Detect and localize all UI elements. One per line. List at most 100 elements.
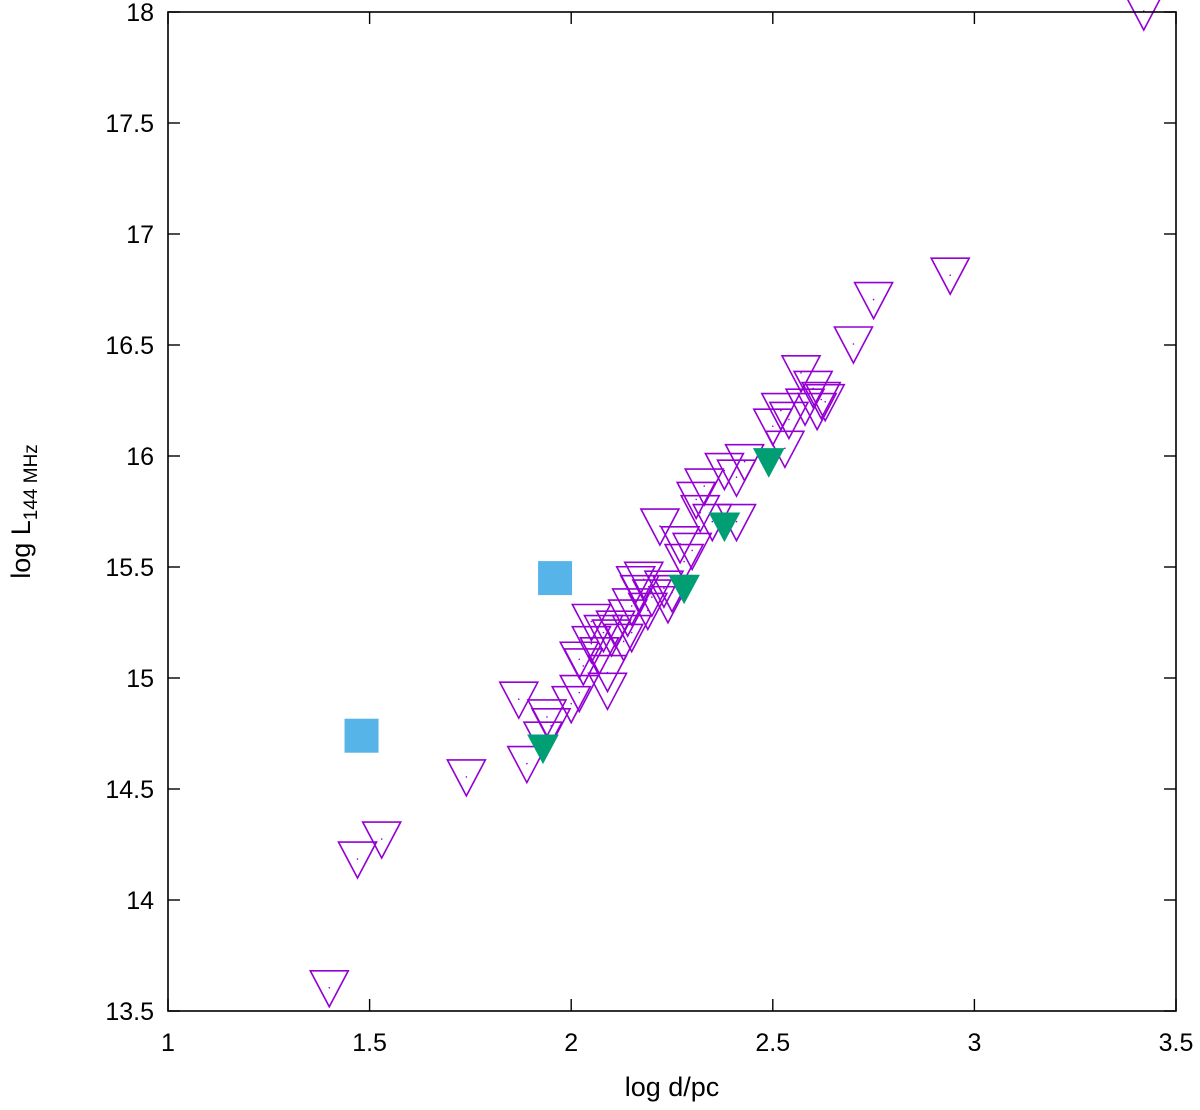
open-triangle-marker — [760, 392, 802, 432]
marker-center-dot — [824, 400, 827, 403]
open-triangle-marker — [583, 614, 624, 654]
filled-triangle-marker — [752, 448, 785, 478]
filled-triangle-marker — [668, 574, 700, 605]
open-triangle-marker — [611, 614, 653, 654]
marker-center-dot — [671, 591, 673, 594]
y-tick-label: 17 — [126, 221, 154, 249]
marker-center-dot — [735, 520, 738, 523]
data-points — [308, 0, 1161, 1009]
open-triangle-marker — [550, 685, 592, 725]
open-triangle-marker — [361, 821, 403, 860]
marker-center-dot — [780, 409, 782, 412]
filled-square-marker — [344, 718, 379, 753]
y-tick-label: 16 — [126, 443, 154, 471]
marker-center-dot — [651, 596, 653, 598]
open-triangle-marker — [647, 585, 689, 625]
marker-center-dot — [465, 776, 468, 778]
marker-center-dot — [606, 689, 609, 692]
open-triangle-marker — [571, 603, 612, 643]
x-tick-label: 3 — [967, 1029, 981, 1057]
marker-center-dot — [683, 560, 685, 563]
marker-center-dot — [546, 716, 548, 718]
open-triangle-marker — [595, 610, 636, 649]
open-triangle-marker — [627, 592, 669, 632]
open-triangle-marker — [780, 355, 822, 394]
y-tick-label: 14 — [126, 887, 154, 915]
y-tick-label: 15.5 — [105, 554, 154, 582]
open-triangle-marker — [796, 392, 838, 432]
open-triangle-marker — [792, 370, 834, 410]
open-triangle-marker — [704, 452, 745, 492]
open-triangle-marker — [853, 281, 894, 321]
open-triangle-marker — [607, 599, 648, 638]
marker-center-dot — [622, 640, 625, 643]
open-triangle-marker — [611, 588, 653, 627]
marker-center-dot — [663, 587, 665, 589]
marker-center-dot — [570, 702, 572, 705]
open-triangle-marker — [671, 532, 713, 572]
y-axis-title: log L144 MHz — [6, 444, 42, 579]
marker-center-dot — [630, 605, 633, 607]
open-triangle-marker — [558, 674, 600, 714]
marker-center-dot — [711, 520, 714, 523]
marker-center-dot — [735, 476, 738, 479]
open-triangle-marker — [308, 969, 350, 1009]
open-triangle-marker — [929, 257, 971, 296]
open-triangle-marker — [631, 579, 673, 618]
marker-center-dot — [872, 298, 875, 301]
filled-triangle-marker — [708, 512, 741, 543]
marker-center-dot — [691, 549, 693, 552]
open-triangle-marker — [768, 401, 810, 441]
open-triangle-marker — [724, 443, 765, 483]
marker-center-dot — [788, 418, 790, 421]
open-triangle-marker — [675, 481, 717, 521]
marker-center-dot — [695, 498, 697, 501]
filled-square-marker — [538, 561, 573, 596]
marker-center-dot — [328, 987, 331, 989]
marker-center-dot — [703, 485, 706, 487]
y-tick-label: 15 — [126, 665, 154, 693]
marker-center-dot — [743, 460, 746, 463]
marker-center-dot — [590, 620, 593, 623]
marker-center-dot — [578, 658, 581, 661]
open-triangle-marker — [603, 623, 644, 663]
marker-center-dot — [550, 725, 552, 727]
x-tick-label: 1.5 — [352, 1029, 387, 1057]
filled-triangle-marker — [527, 734, 559, 765]
open-triangle-marker — [804, 383, 846, 423]
x-tick-label: 1 — [161, 1029, 175, 1057]
marker-center-dot — [852, 343, 855, 345]
y-tick-label: 18 — [126, 0, 154, 27]
open-triangle-marker — [683, 468, 725, 507]
marker-center-dot — [800, 372, 802, 374]
y-tick-label: 13.5 — [105, 998, 154, 1026]
marker-center-dot — [614, 627, 617, 629]
open-triangle-marker — [643, 570, 685, 609]
open-triangle-marker — [833, 326, 874, 365]
marker-center-dot — [784, 447, 786, 450]
open-triangle-marker — [663, 543, 705, 583]
marker-center-dot — [949, 274, 952, 276]
marker-center-dot — [812, 387, 814, 390]
marker-center-dot — [526, 762, 528, 765]
open-triangle-marker — [506, 745, 548, 785]
y-tick-label: 14.5 — [105, 776, 154, 804]
x-tick-label: 2.5 — [755, 1029, 790, 1057]
marker-center-dot — [772, 425, 774, 427]
marker-center-dot — [582, 665, 585, 667]
open-triangle-marker — [800, 381, 842, 421]
plot-frame — [167, 11, 1177, 1012]
y-tick-label: 17.5 — [105, 110, 154, 138]
marker-center-dot — [356, 858, 359, 860]
marker-center-dot — [602, 631, 605, 634]
marker-center-dot — [699, 511, 702, 514]
marker-center-dot — [380, 838, 383, 840]
open-triangle-marker — [446, 759, 487, 798]
marker-center-dot — [590, 642, 593, 645]
marker-center-dot — [820, 398, 822, 401]
open-triangle-marker — [337, 841, 378, 880]
y-axis-title-subscript: 144 MHz — [21, 444, 42, 520]
x-tick-label: 3.5 — [1159, 1029, 1194, 1057]
axes: 1 1.5 2 2.5 3 3.5 13.5 14 14.5 15 15.5 16 16.5 17 17.5… — [105, 0, 1193, 1057]
